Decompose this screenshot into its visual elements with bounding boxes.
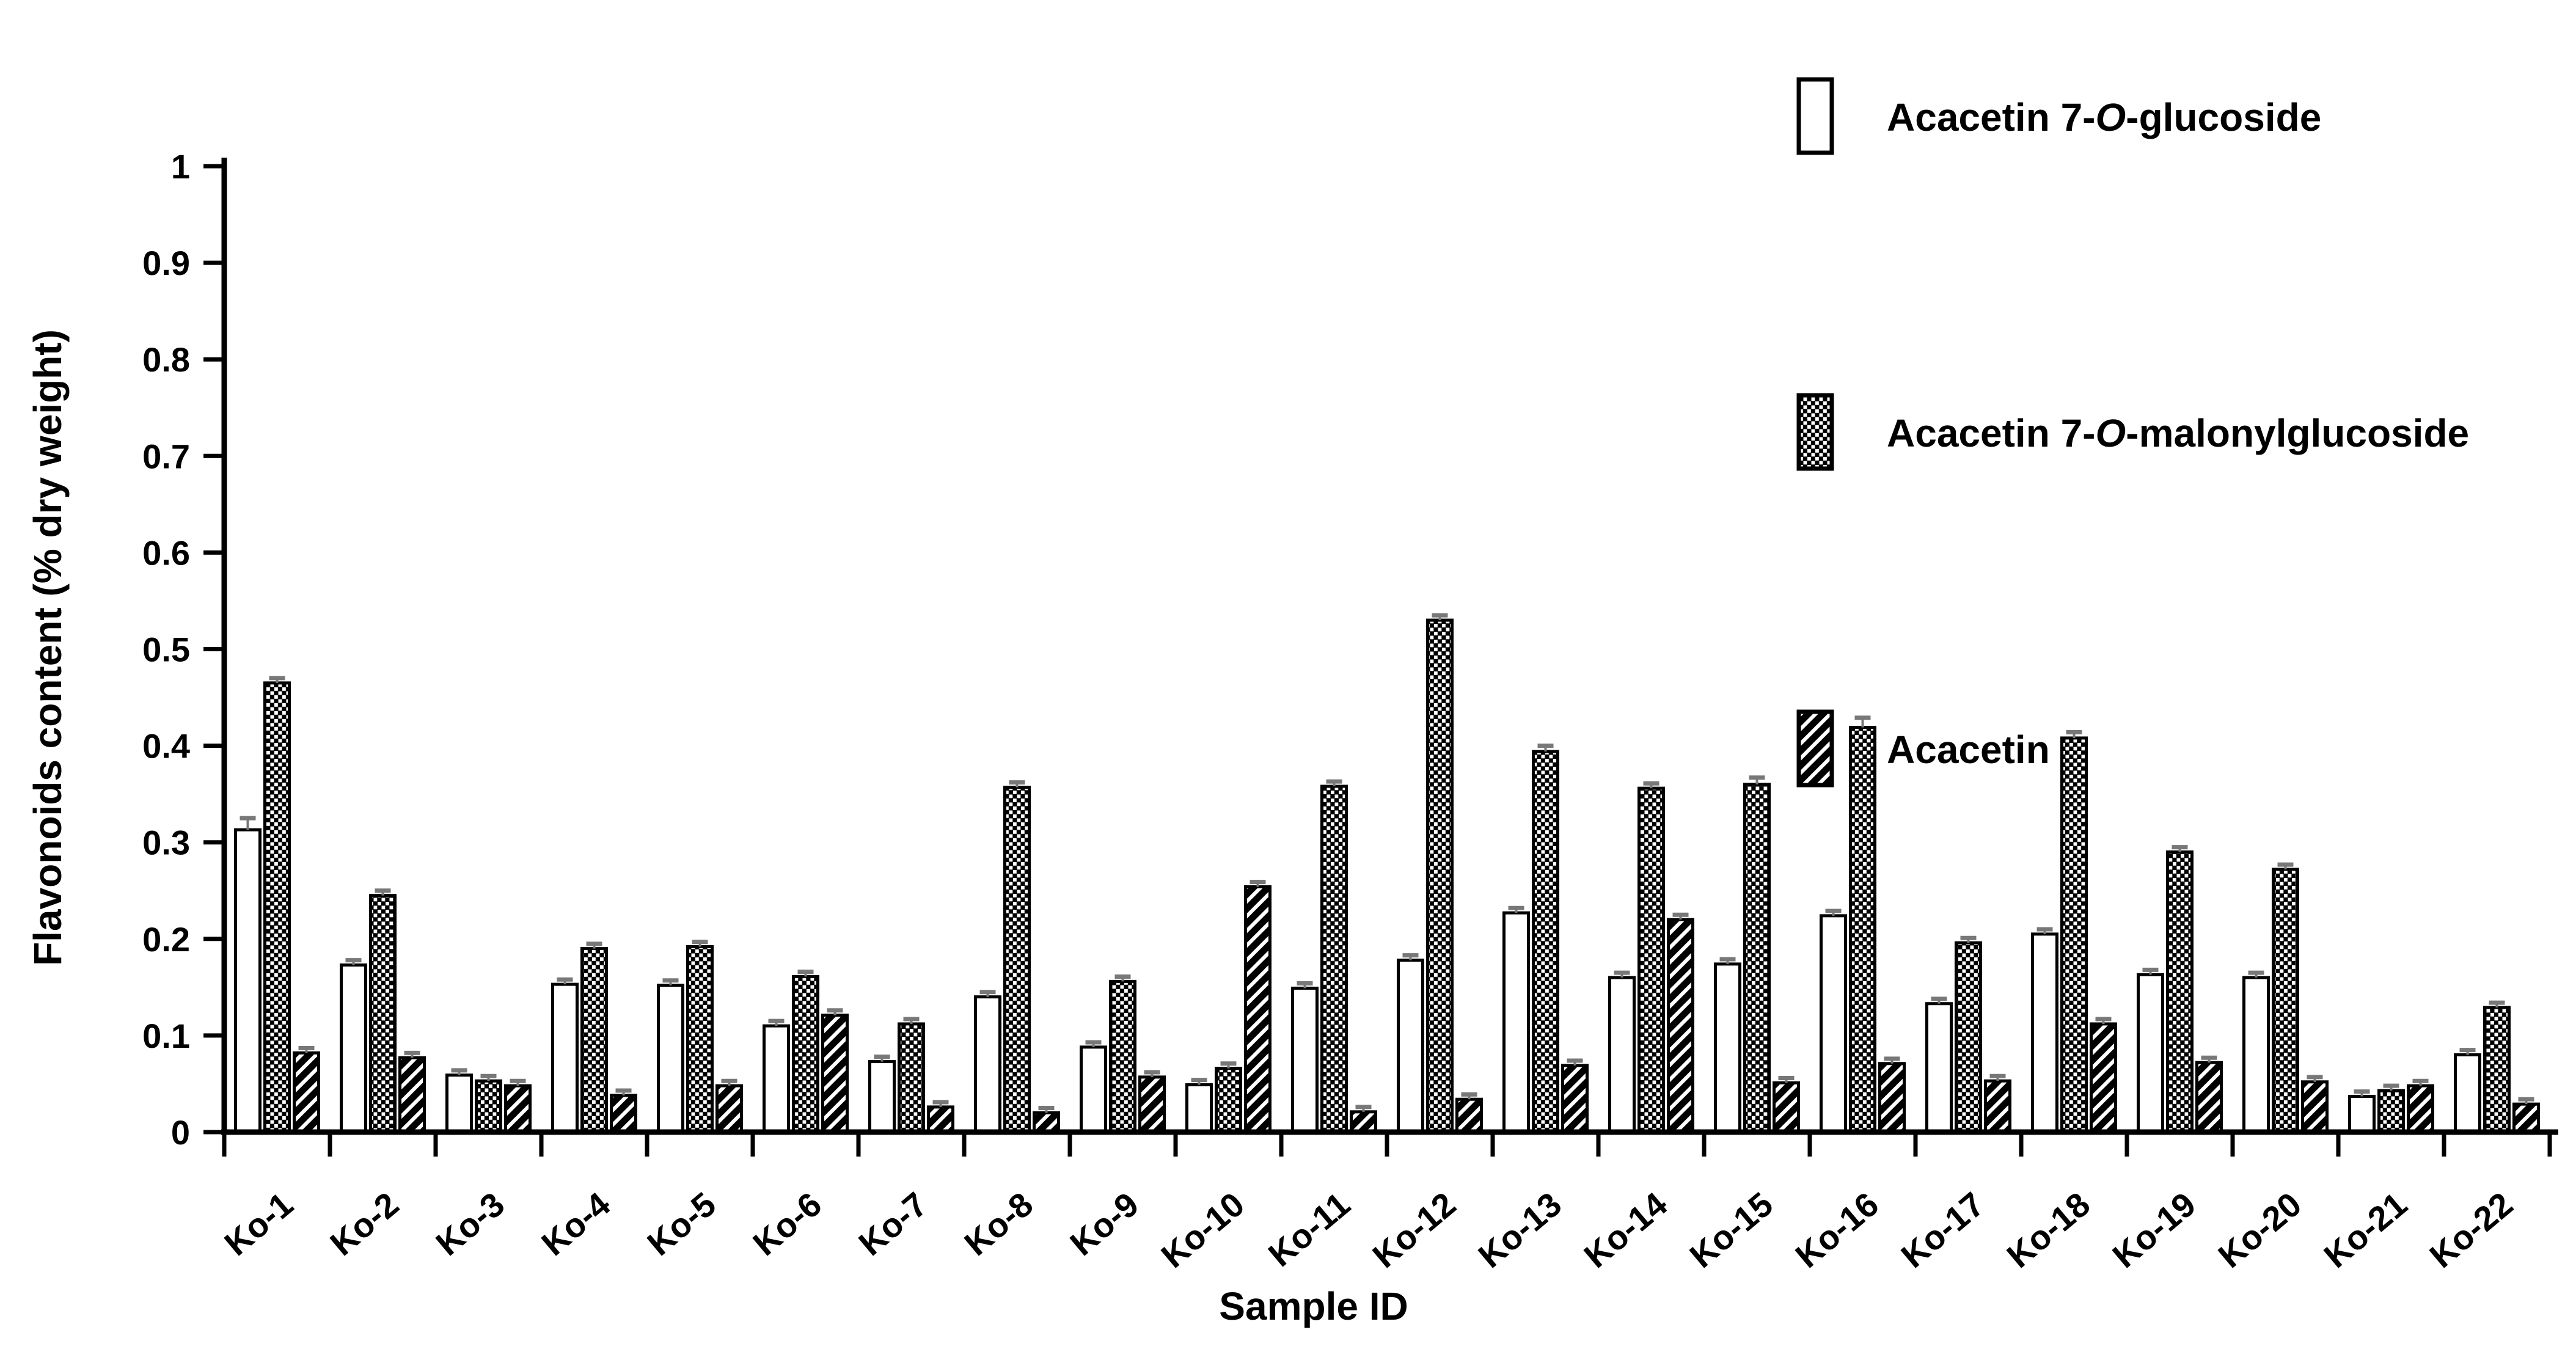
- bar-Ko-8-s2: [1003, 786, 1031, 1134]
- bar-Ko-12-s2: [1426, 618, 1454, 1134]
- bar-Ko-19-s2: [2166, 850, 2194, 1134]
- bar-Ko-1-s1: [234, 828, 262, 1134]
- bar-Ko-17-s1: [1925, 1002, 1953, 1134]
- bar-Ko-10-s3: [1244, 885, 1272, 1134]
- y-tick-label: 0.9: [142, 244, 190, 282]
- bar-Ko-4-s3: [610, 1094, 637, 1134]
- bar-Ko-2-s1: [340, 963, 367, 1134]
- bar-Ko-3-s3: [504, 1084, 532, 1134]
- bar-Ko-6-s2: [792, 974, 819, 1134]
- y-tick-label: 0.7: [142, 437, 190, 475]
- bar-Ko-3-s1: [445, 1073, 473, 1134]
- y-tick-label: 0: [171, 1113, 190, 1152]
- bar-Ko-22-s2: [2483, 1006, 2511, 1134]
- bar-Ko-11-s2: [1320, 784, 1348, 1134]
- bar-Ko-13-s3: [1561, 1064, 1589, 1134]
- bar-Ko-17-s3: [1984, 1079, 2011, 1134]
- bar-Ko-22-s3: [2512, 1102, 2540, 1134]
- bar-Ko-5-s1: [657, 984, 684, 1134]
- bar-Ko-21-s2: [2377, 1089, 2405, 1134]
- bar-Ko-2-s2: [369, 894, 397, 1134]
- bar-Ko-7-s1: [868, 1060, 896, 1134]
- bar-Ko-1-s3: [293, 1051, 320, 1134]
- bar-Ko-12-s1: [1397, 959, 1424, 1134]
- bar-Ko-2-s3: [398, 1056, 426, 1134]
- bar-Ko-15-s3: [1773, 1081, 1800, 1134]
- bar-Ko-9-s3: [1138, 1075, 1166, 1134]
- legend-item: Acacetin: [1796, 709, 2050, 788]
- bar-Ko-15-s1: [1714, 962, 1741, 1134]
- legend-label: Acacetin: [1887, 728, 2050, 772]
- bar-Ko-18-s1: [2031, 932, 2058, 1134]
- legend-label: Acacetin 7-O-glucoside: [1887, 95, 2321, 139]
- bar-Ko-13-s2: [1532, 750, 1559, 1134]
- bar-Ko-16-s1: [1820, 914, 1847, 1134]
- bar-Ko-6-s3: [821, 1014, 849, 1134]
- legend-swatch-plain: [1796, 77, 1834, 155]
- bar-Ko-4-s1: [551, 982, 579, 1134]
- y-tick-label: 0.4: [142, 727, 190, 766]
- legend-item: Acacetin 7-O-glucoside: [1796, 77, 2321, 155]
- x-axis-title: Sample ID: [1219, 1284, 1408, 1328]
- bar-Ko-20-s1: [2242, 976, 2270, 1134]
- bar-Ko-18-s2: [2060, 736, 2088, 1134]
- bar-Ko-5-s3: [715, 1084, 743, 1134]
- bar-Ko-8-s3: [1033, 1111, 1060, 1134]
- legend-swatch-diagonal: [1796, 709, 1834, 788]
- y-tick-label: 0.1: [142, 1017, 190, 1055]
- bar-Ko-13-s1: [1502, 911, 1530, 1134]
- bar-Ko-19-s1: [2137, 973, 2164, 1134]
- bar-Ko-11-s1: [1291, 986, 1319, 1134]
- bar-Ko-21-s3: [2407, 1084, 2434, 1134]
- bar-Ko-6-s1: [763, 1024, 790, 1134]
- bar-Ko-20-s2: [2272, 868, 2299, 1134]
- bar-Ko-4-s2: [580, 947, 608, 1134]
- bar-Ko-16-s2: [1849, 726, 1876, 1134]
- bar-Ko-17-s2: [1955, 941, 1982, 1134]
- bar-Ko-14-s3: [1667, 918, 1694, 1134]
- y-tick-label: 1: [171, 147, 190, 186]
- legend-item: Acacetin 7-O-malonylglucoside: [1796, 393, 2469, 471]
- bar-Ko-14-s1: [1608, 976, 1636, 1134]
- bar-Ko-9-s2: [1109, 979, 1136, 1134]
- y-tick-label: 0.8: [142, 340, 190, 379]
- y-axis-title: Flavonoids content (% dry weight): [26, 329, 70, 966]
- bar-Ko-10-s1: [1185, 1083, 1213, 1134]
- bar-Ko-16-s3: [1878, 1062, 1906, 1134]
- bar-Ko-9-s1: [1080, 1045, 1107, 1134]
- legend-label: Acacetin 7-O-malonylglucoside: [1887, 411, 2469, 455]
- bar-Ko-12-s3: [1455, 1097, 1483, 1134]
- bar-Ko-21-s1: [2348, 1095, 2376, 1134]
- bar-Ko-22-s1: [2454, 1053, 2481, 1134]
- bar-Ko-14-s2: [1637, 786, 1665, 1134]
- y-tick-label: 0.3: [142, 824, 190, 862]
- legend-swatch-checkerboard: [1796, 393, 1834, 471]
- bar-Ko-18-s3: [2090, 1022, 2117, 1134]
- y-tick-label: 0.2: [142, 920, 190, 959]
- bar-Ko-15-s2: [1743, 783, 1771, 1134]
- legend: Acacetin 7-O-glucoside Acacetin 7-O-malo…: [1796, 77, 2469, 788]
- bar-Ko-7-s2: [898, 1022, 925, 1134]
- bar-Ko-8-s1: [974, 995, 1001, 1134]
- bar-Ko-3-s2: [475, 1079, 502, 1134]
- bar-Ko-7-s3: [927, 1105, 954, 1134]
- bar-Ko-20-s3: [2301, 1080, 2329, 1134]
- y-tick-label: 0.5: [142, 631, 190, 669]
- bar-Ko-5-s2: [686, 945, 714, 1134]
- bar-Ko-10-s2: [1215, 1067, 1242, 1134]
- y-tick-label: 0.6: [142, 533, 190, 572]
- bar-Ko-1-s2: [263, 681, 291, 1134]
- bar-Ko-11-s3: [1350, 1110, 1377, 1134]
- bar-Ko-19-s3: [2195, 1061, 2223, 1134]
